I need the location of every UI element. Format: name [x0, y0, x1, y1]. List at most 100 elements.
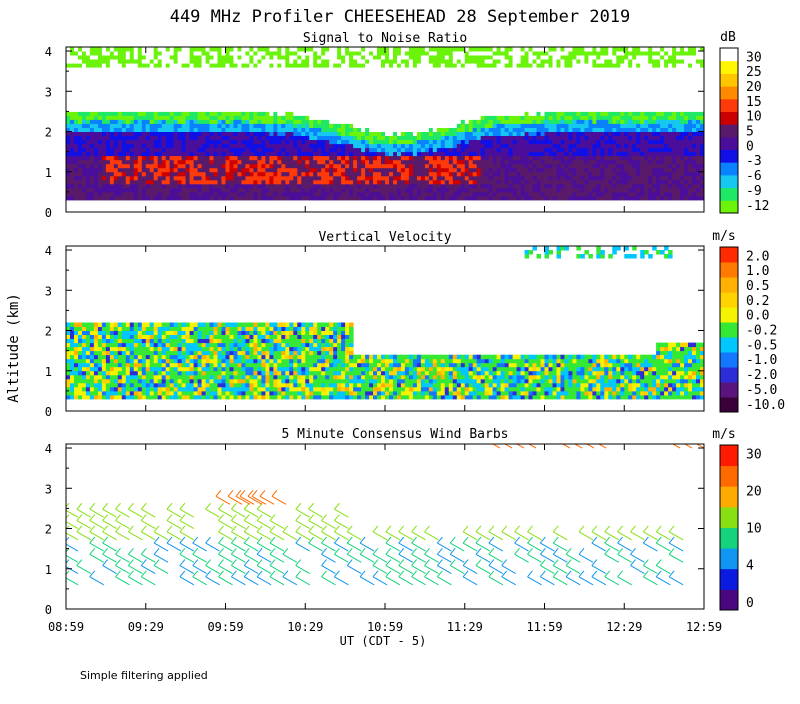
snr-cell	[516, 123, 522, 128]
snr-cell	[536, 115, 541, 120]
snr-cell	[540, 103, 545, 108]
snr-cell	[293, 139, 298, 145]
snr-cell	[313, 131, 318, 136]
snr-cell	[165, 123, 171, 128]
snr-cell	[333, 75, 338, 80]
snr-cell	[580, 67, 585, 72]
snr-cell	[281, 135, 286, 140]
snr-cell	[285, 131, 290, 136]
snr-cell	[70, 135, 75, 140]
snr-cell	[329, 95, 334, 100]
snr-cell	[313, 155, 318, 161]
snr-cell	[137, 51, 143, 56]
snr-cell	[113, 71, 119, 76]
snr-cell	[444, 79, 450, 84]
snr-cell	[74, 55, 79, 60]
snr-cell	[237, 139, 242, 145]
snr-cell	[480, 127, 486, 132]
snr-cell	[269, 83, 274, 88]
snr-cell	[70, 175, 75, 181]
snr-cell	[540, 179, 545, 185]
snr-cell	[373, 155, 378, 161]
snr-cell	[82, 147, 87, 153]
snr-cell	[492, 59, 498, 64]
snr-cell	[82, 167, 87, 173]
snr-cell	[317, 167, 322, 173]
snr-cell	[78, 67, 83, 72]
snr-cell	[205, 187, 211, 193]
snr-cell	[201, 51, 207, 56]
snr-cell	[82, 175, 87, 181]
snr-cell	[293, 103, 298, 108]
snr-cell	[436, 67, 442, 72]
snr-cell	[185, 135, 191, 140]
snr-cell	[400, 71, 406, 76]
snr-cell	[325, 163, 330, 169]
snr-cell	[369, 79, 374, 84]
snr-cell	[564, 143, 569, 149]
snr-cell	[393, 147, 398, 153]
snr-cell	[269, 51, 274, 56]
snr-cell	[113, 123, 119, 128]
snr-cell	[89, 95, 95, 100]
snr-cell	[70, 79, 75, 84]
snr-cell	[157, 87, 163, 92]
snr-cell	[89, 123, 95, 128]
snr-cell	[193, 79, 199, 84]
snr-cell	[576, 75, 581, 80]
snr-cell	[137, 59, 143, 64]
snr-cell	[245, 163, 250, 169]
snr-cell	[125, 155, 131, 161]
snr-cell	[536, 103, 541, 108]
snr-cell	[540, 163, 545, 169]
snr-cell	[113, 163, 119, 169]
snr-cell	[109, 111, 115, 116]
snr-cell	[277, 191, 282, 197]
snr-cell	[109, 99, 115, 104]
snr-cell	[572, 175, 577, 181]
snr-cell	[556, 59, 561, 64]
snr-cell	[496, 191, 502, 197]
snr-cell	[353, 123, 358, 128]
snr-cell	[424, 131, 430, 136]
snr-cell	[580, 163, 585, 169]
snr-cell	[289, 63, 294, 68]
snr-cell	[261, 171, 266, 177]
snr-cell	[369, 103, 374, 108]
snr-cell	[285, 139, 290, 145]
snr-cell	[125, 179, 131, 185]
snr-cell	[301, 119, 306, 124]
snr-cell	[353, 67, 358, 72]
snr-cell	[185, 195, 191, 201]
snr-cell	[145, 115, 151, 120]
snr-cell	[249, 71, 254, 76]
snr-cell	[245, 179, 250, 185]
snr-cell	[161, 87, 167, 92]
snr-cell	[333, 187, 338, 193]
snr-cell	[269, 151, 274, 157]
snr-cell	[333, 151, 338, 157]
snr-cell	[389, 47, 394, 52]
snr-cell	[273, 115, 278, 120]
snr-cell	[277, 179, 282, 185]
snr-cell	[357, 95, 362, 100]
snr-cell	[125, 171, 131, 177]
snr-cell	[85, 107, 91, 112]
snr-cell	[261, 67, 266, 72]
snr-cell	[273, 139, 278, 145]
snr-cell	[472, 79, 478, 84]
snr-cell	[448, 99, 454, 104]
snr-cell	[70, 47, 75, 52]
snr-cell	[261, 163, 266, 169]
snr-cell	[229, 107, 234, 112]
snr-cell	[85, 191, 91, 197]
snr-cell	[580, 155, 585, 161]
snr-cell	[89, 167, 95, 173]
snr-cell	[313, 119, 318, 124]
snr-cell	[540, 191, 545, 197]
snr-cell	[325, 147, 330, 153]
snr-cell	[285, 115, 290, 120]
snr-cell	[221, 79, 226, 84]
snr-cell	[245, 143, 250, 149]
snr-cell	[317, 183, 322, 189]
